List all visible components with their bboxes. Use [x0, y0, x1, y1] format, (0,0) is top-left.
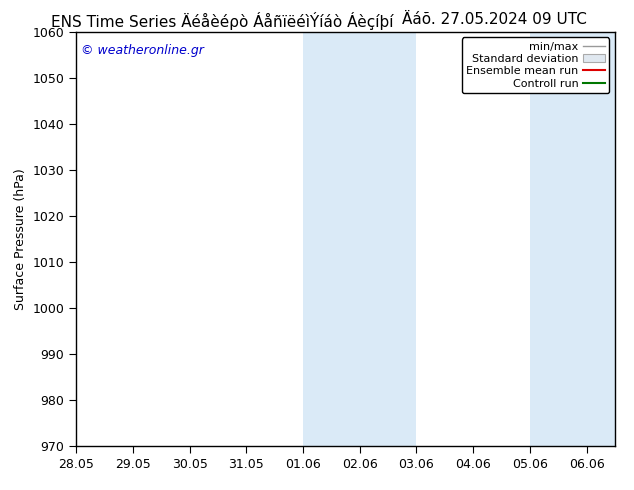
- Bar: [530, 32, 634, 446]
- Text: © weatheronline.gr: © weatheronline.gr: [81, 44, 204, 57]
- Text: Äáõ. 27.05.2024 09 UTC: Äáõ. 27.05.2024 09 UTC: [402, 12, 587, 27]
- Bar: [303, 32, 417, 446]
- Legend: min/max, Standard deviation, Ensemble mean run, Controll run: min/max, Standard deviation, Ensemble me…: [462, 37, 609, 93]
- Y-axis label: Surface Pressure (hPa): Surface Pressure (hPa): [14, 168, 27, 310]
- Text: ENS Time Series Äéåèéρò ÁåñïëéìÝíáò Áèçíþí: ENS Time Series Äéåèéρò ÁåñïëéìÝíáò Áèçí…: [51, 12, 393, 30]
